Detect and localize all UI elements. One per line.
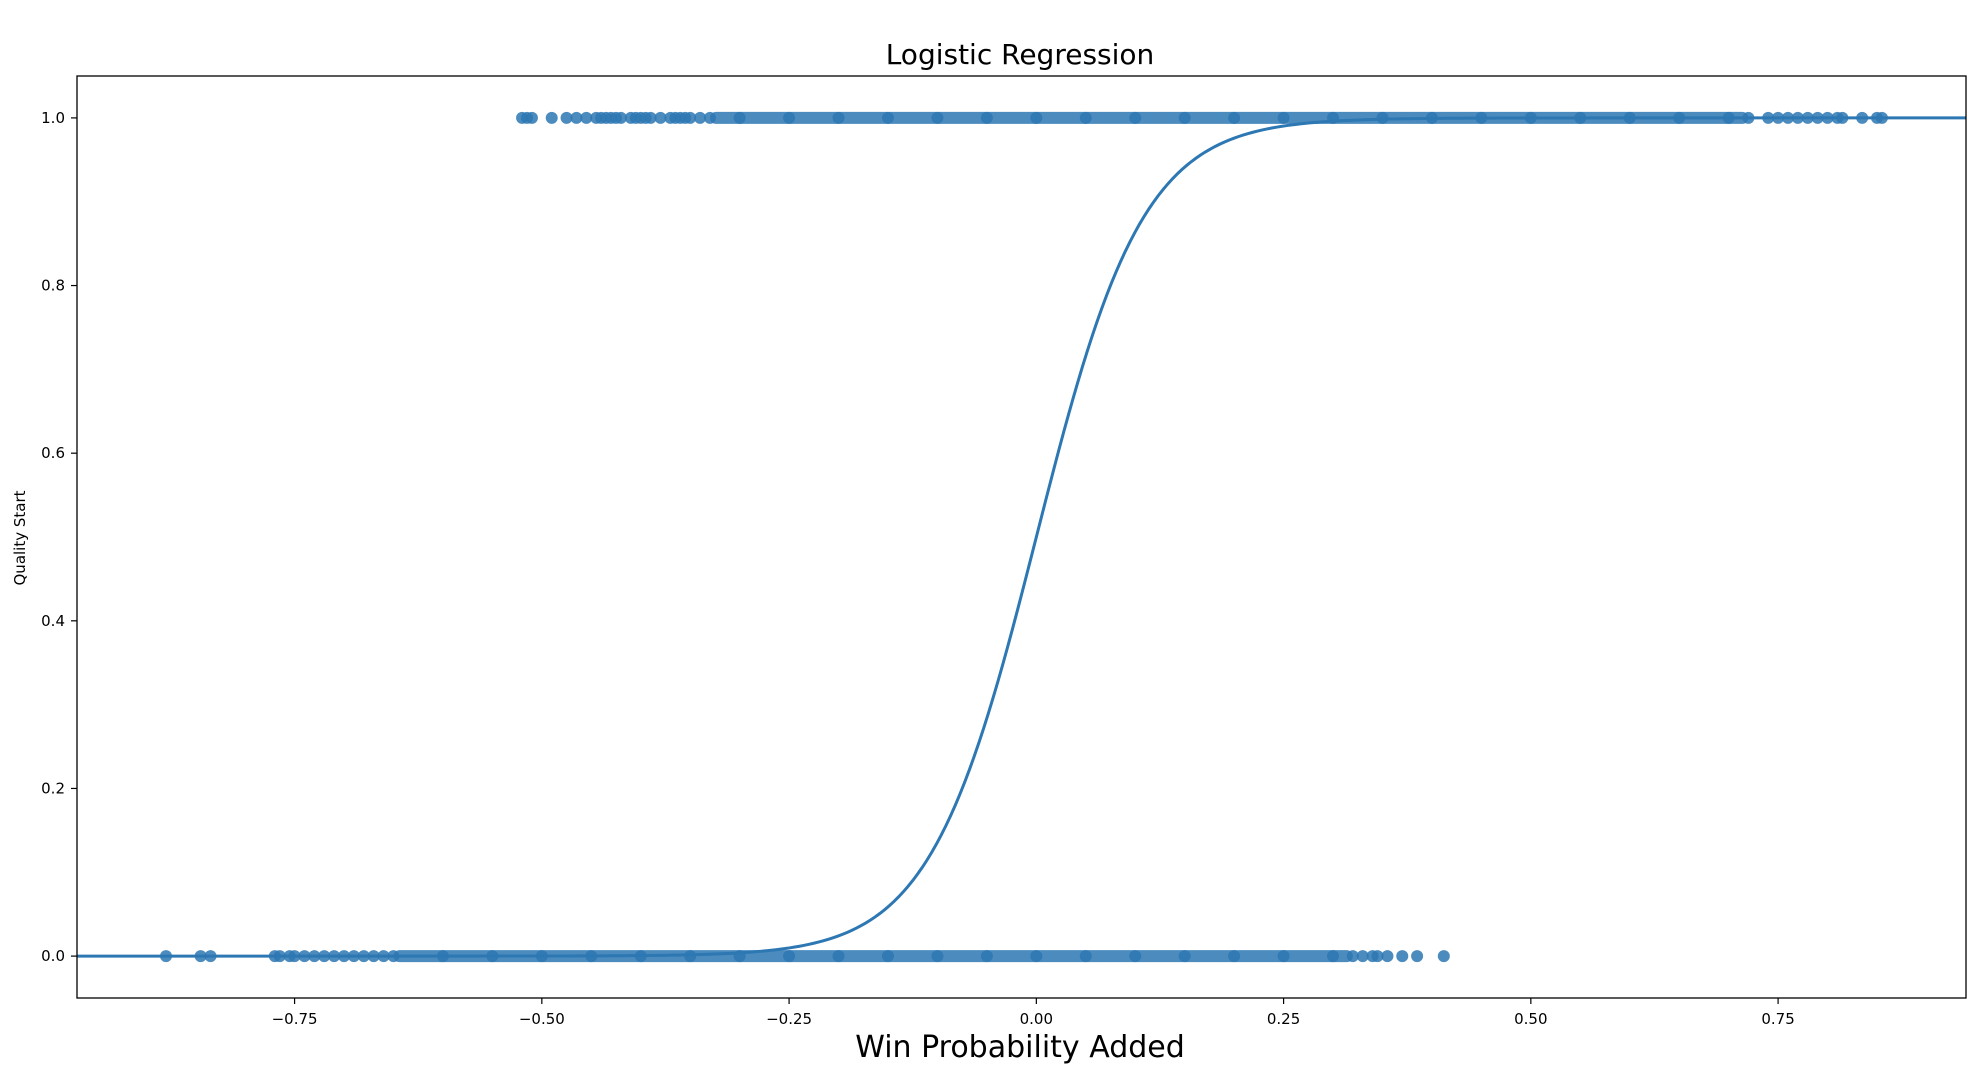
x-axis: −0.75 −0.50 −0.25 0.00 0.25 0.50 0.75: [272, 998, 1795, 1028]
scatter-point: [1411, 950, 1424, 963]
y-tick-label: 0.8: [41, 277, 65, 295]
x-tick-label: −0.75: [272, 1010, 318, 1028]
scatter-point: [644, 111, 657, 124]
scatter-point: [1356, 950, 1369, 963]
y-tick-label: 1.0: [41, 109, 65, 127]
y-tick-label: 0.2: [41, 779, 65, 797]
scatter-point: [684, 111, 697, 124]
scatter-point-band: [709, 111, 1749, 124]
chart-title: Logistic Regression: [886, 38, 1155, 71]
scatter-point: [570, 111, 583, 124]
scatter-point: [614, 111, 627, 124]
x-tick-label: −0.50: [519, 1010, 565, 1028]
x-tick-label: −0.25: [766, 1010, 812, 1028]
y-tick-label: 0.4: [41, 612, 65, 630]
y-axis: 0.0 0.2 0.4 0.6 0.8 1.0: [41, 109, 77, 965]
x-tick-label: 0.50: [1514, 1010, 1547, 1028]
scatter-point: [525, 111, 538, 124]
scatter-point: [1396, 950, 1409, 963]
x-tick-label: 0.00: [1020, 1010, 1053, 1028]
y-axis-label: Quality Start: [11, 490, 29, 585]
scatter-point: [1437, 950, 1450, 963]
x-tick-label: 0.25: [1267, 1010, 1300, 1028]
y-tick-label: 0.6: [41, 444, 65, 462]
scatter-point: [580, 111, 593, 124]
logistic-fit-line: [77, 116, 1966, 958]
marks-layer: [77, 111, 1966, 963]
scatter-point: [694, 111, 707, 124]
y-tick-label: 0.0: [41, 947, 65, 965]
plot-area: [76, 75, 1967, 999]
scatter-point: [545, 111, 558, 124]
scatter-point: [654, 111, 667, 124]
scatter-point: [560, 111, 573, 124]
x-tick-label: 0.75: [1761, 1010, 1794, 1028]
scatter-point: [1371, 950, 1384, 963]
scatter-point-band: [393, 950, 1353, 963]
x-axis-label: Win Probability Added: [855, 1030, 1185, 1065]
scatter-point: [1381, 950, 1394, 963]
axes-frame: [76, 75, 1967, 999]
